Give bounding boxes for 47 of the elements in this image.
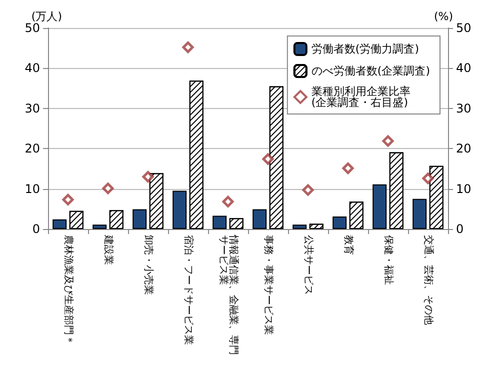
y-axis-title: (万人) bbox=[31, 10, 62, 23]
x-tick-label: 事務・事業サービス業 bbox=[262, 235, 274, 335]
y2-tick-label: 40 bbox=[456, 61, 472, 76]
y-tick-label: 0 bbox=[32, 222, 40, 236]
y2-tick-label: 0 bbox=[456, 222, 464, 236]
bar bbox=[172, 190, 187, 229]
bar bbox=[252, 209, 267, 229]
point bbox=[182, 42, 194, 54]
legend-label: のべ労働者数(企業調査) bbox=[311, 64, 430, 78]
y-tick-label: 10 bbox=[24, 182, 40, 196]
bar bbox=[92, 224, 107, 229]
x-tick-label: 卸売・小売業 bbox=[142, 235, 154, 295]
point bbox=[222, 196, 234, 208]
x-tick-label: 宿泊・フードサービス業 bbox=[182, 235, 194, 345]
x-tick-label: 建設業 bbox=[102, 234, 114, 265]
y2-tick-label: 20 bbox=[456, 142, 472, 156]
y-tick-label: 30 bbox=[24, 101, 40, 116]
point bbox=[262, 153, 274, 165]
bar bbox=[292, 224, 307, 229]
point bbox=[102, 182, 114, 194]
y2-tick-label: 50 bbox=[456, 21, 472, 35]
y-tick-label: 20 bbox=[24, 142, 40, 156]
y2-tick-label: 10 bbox=[456, 182, 472, 196]
x-tick-label: 農林漁業及び生産部門＊ bbox=[62, 235, 74, 345]
x-tick-label: 情報通信業、金融業、専門サービス業 bbox=[218, 234, 240, 355]
x-tick-label: 教育 bbox=[342, 235, 354, 255]
x-tick-label: 公共サービス bbox=[302, 235, 314, 295]
legend-label: 業種別利用企業比率 (企業調査・右目盛) bbox=[311, 85, 410, 109]
point bbox=[142, 170, 154, 182]
bar bbox=[332, 216, 347, 229]
point bbox=[302, 184, 314, 196]
point bbox=[422, 172, 434, 184]
bar bbox=[412, 198, 427, 229]
legend-label: 労働者数(労働力調査) bbox=[311, 42, 420, 56]
bar bbox=[52, 219, 67, 229]
bar bbox=[132, 209, 147, 229]
x-tick-label: 交通、芸術、その他 bbox=[422, 235, 434, 325]
y2-tick-label: 30 bbox=[456, 101, 472, 116]
y-tick-label: 40 bbox=[24, 61, 40, 76]
point bbox=[62, 194, 74, 206]
y2-axis-title: (%) bbox=[434, 10, 454, 23]
y-tick-label: 50 bbox=[24, 21, 40, 35]
x-tick-label: 保健・福祉 bbox=[382, 235, 394, 285]
bar bbox=[372, 184, 387, 229]
point bbox=[382, 135, 394, 147]
point bbox=[342, 162, 354, 174]
bar bbox=[212, 216, 227, 229]
